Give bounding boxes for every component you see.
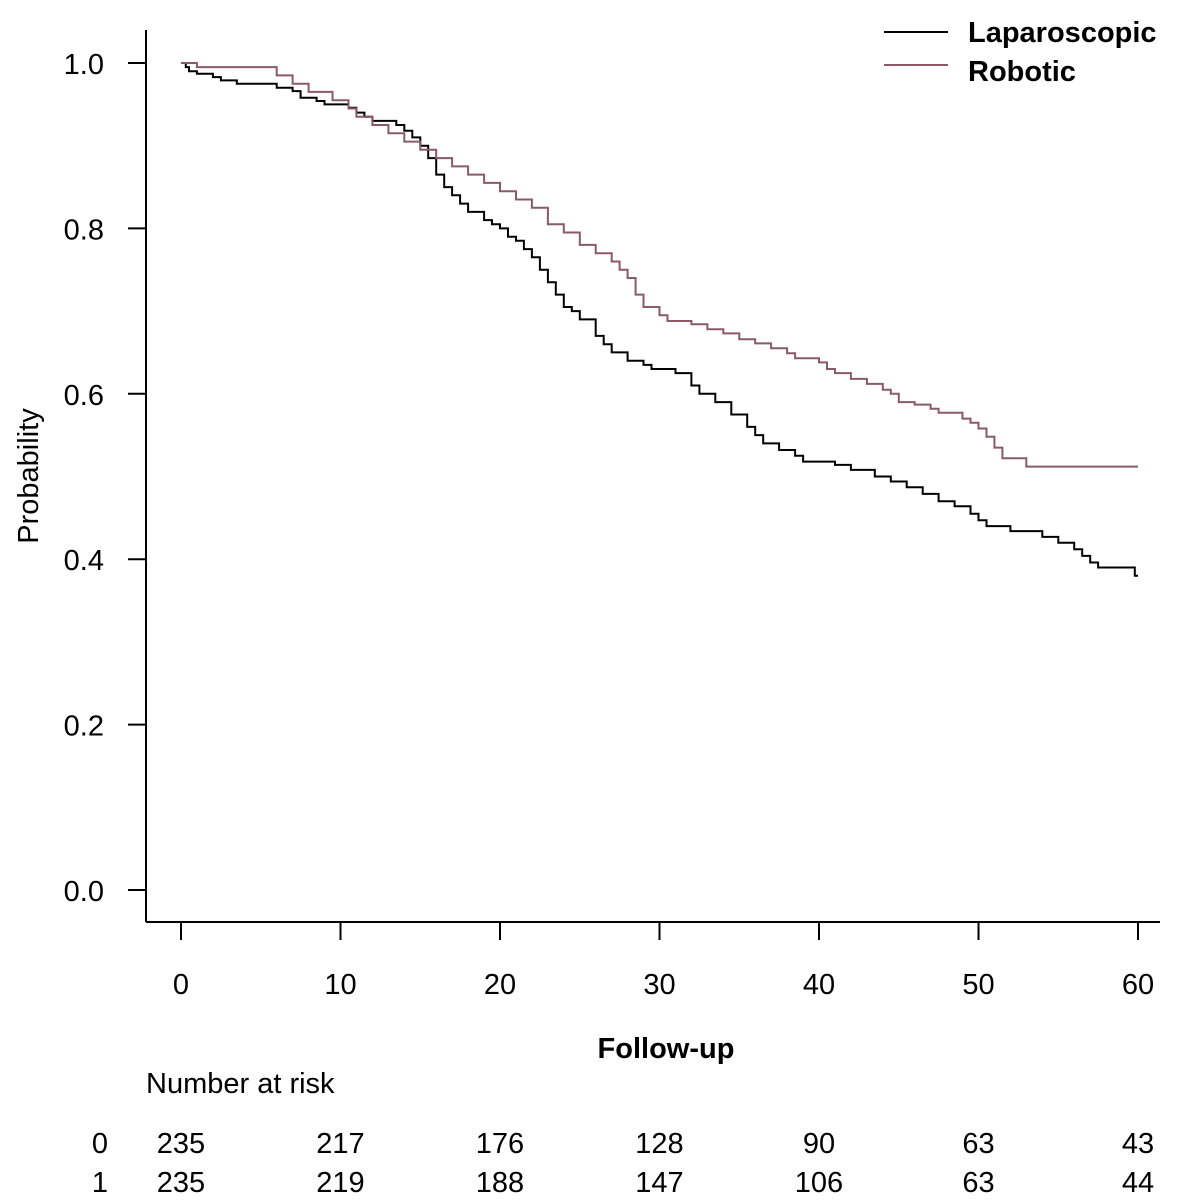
y-tick-label: 0.4 xyxy=(64,545,104,577)
legend-label-robotic: Robotic xyxy=(968,56,1076,88)
x-tick-label: 60 xyxy=(1122,969,1154,1001)
y-axis-title: Probability xyxy=(13,408,45,544)
risk-value: 176 xyxy=(476,1128,524,1160)
x-axis-ticks: 0 10 20 30 40 50 60 xyxy=(173,922,1154,1001)
y-tick-label: 1.0 xyxy=(64,49,104,81)
series-lines xyxy=(181,62,1138,577)
risk-value: 128 xyxy=(635,1128,683,1160)
legend-label-laparoscopic: Laparoscopic xyxy=(968,17,1157,49)
x-tick-label: 20 xyxy=(484,969,516,1001)
series-line-laparoscopic xyxy=(181,62,1138,577)
risk-value: 219 xyxy=(316,1167,364,1199)
y-tick-label: 0.2 xyxy=(64,711,104,743)
risk-table-title: Number at risk xyxy=(146,1068,335,1100)
risk-value: 63 xyxy=(962,1167,994,1199)
y-tick-label: 0.6 xyxy=(64,380,104,412)
risk-row-group-label: 0 xyxy=(92,1128,108,1160)
risk-value: 44 xyxy=(1122,1167,1154,1199)
risk-value: 235 xyxy=(157,1128,205,1160)
x-axis-title: Follow-up xyxy=(598,1033,735,1065)
risk-value: 90 xyxy=(803,1128,835,1160)
x-tick-label: 30 xyxy=(643,969,675,1001)
risk-value: 63 xyxy=(962,1128,994,1160)
risk-value: 106 xyxy=(795,1167,843,1199)
risk-value: 147 xyxy=(635,1167,683,1199)
risk-value: 235 xyxy=(157,1167,205,1199)
series-line-robotic xyxy=(181,62,1138,468)
risk-row-group-label: 1 xyxy=(92,1167,108,1199)
risk-table: 0 235 217 176 128 90 63 43 1 235 219 188 147 106 63 44 xyxy=(92,1128,1154,1199)
risk-value: 188 xyxy=(476,1167,524,1199)
x-tick-label: 50 xyxy=(962,969,994,1001)
legend: Laparoscopic Robotic xyxy=(884,17,1157,88)
x-tick-label: 10 xyxy=(324,969,356,1001)
risk-value: 43 xyxy=(1122,1128,1154,1160)
risk-value: 217 xyxy=(316,1128,364,1160)
y-tick-label: 0.8 xyxy=(64,214,104,246)
x-tick-label: 0 xyxy=(173,969,189,1001)
x-tick-label: 40 xyxy=(803,969,835,1001)
y-tick-label: 0.0 xyxy=(64,876,104,908)
y-axis-ticks: 0.0 0.2 0.4 0.6 0.8 1.0 xyxy=(64,49,146,908)
